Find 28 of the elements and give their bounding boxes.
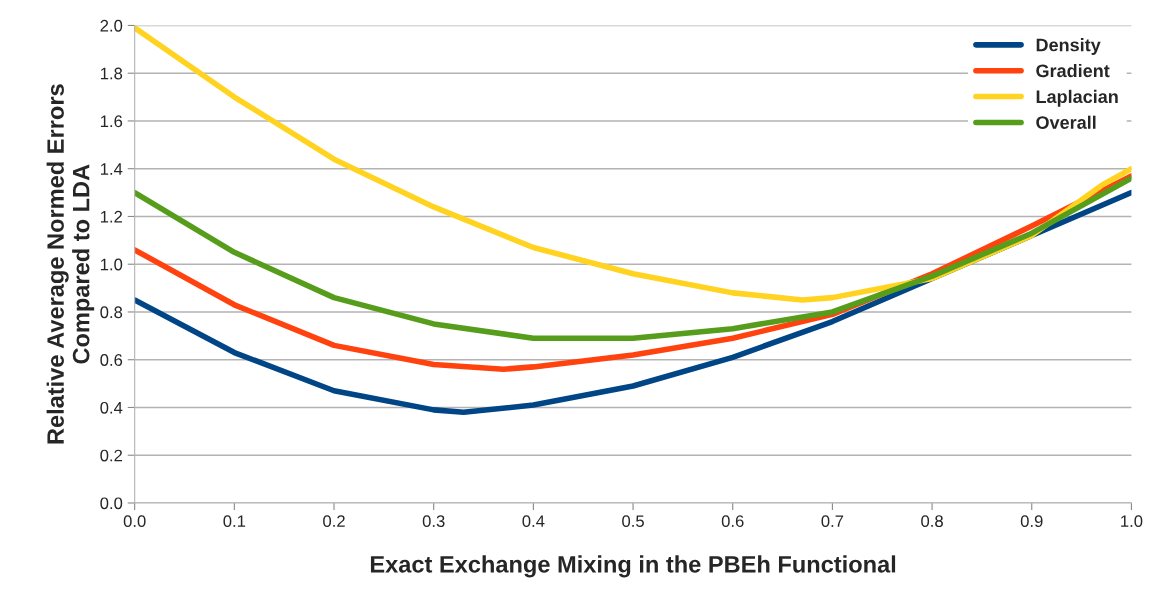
- x-tick-label: 0.3: [422, 515, 445, 528]
- legend-label: Laplacian: [1036, 89, 1118, 107]
- x-tick-label: 1.0: [1121, 515, 1143, 528]
- y-tick-label: 0.6: [100, 354, 123, 366]
- y-tick-label: 1.2: [100, 210, 123, 223]
- y-tick-label: 1.6: [100, 115, 123, 128]
- y-tick-label: 1.0: [100, 258, 123, 271]
- x-tick-label: 0.1: [223, 515, 246, 528]
- x-tick-label: 0.8: [921, 515, 943, 528]
- x-tick-label: 0.7: [821, 515, 844, 528]
- x-tick-label: 0.0: [123, 515, 146, 528]
- y-tick-label: 0.0: [100, 497, 123, 510]
- x-axis-title: Exact Exchange Mixing in the PBEh Functional: [370, 555, 896, 578]
- x-tick-label: 0.4: [522, 515, 545, 528]
- y-tick-label: 0.4: [100, 401, 123, 414]
- x-tick-label: 0.6: [721, 515, 744, 528]
- y-axis-title: Relative Average Normed Errors Compared to LDA: [46, 84, 95, 444]
- y-tick-label: 1.8: [100, 67, 123, 80]
- legend-label: Overall: [1036, 115, 1096, 129]
- x-tick-label: 0.5: [622, 515, 644, 528]
- legend-label: Density: [1036, 38, 1101, 55]
- y-tick-label: 1.4: [100, 163, 123, 175]
- legend-label: Gradient: [1036, 63, 1110, 78]
- x-tick-label: 0.9: [1020, 515, 1043, 528]
- y-tick-label: 0.2: [100, 449, 123, 462]
- y-tick-label: 0.8: [100, 306, 123, 319]
- x-tick-label: 0.2: [323, 515, 345, 528]
- y-tick-label: 2.0: [100, 19, 123, 32]
